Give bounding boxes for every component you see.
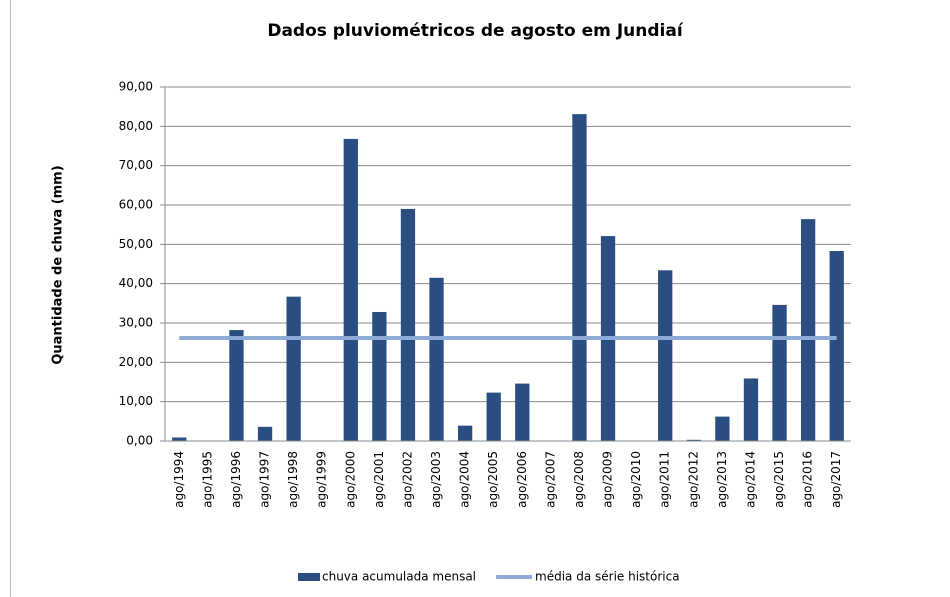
x-tick-label: ago/1995 [200,451,214,508]
bar [429,277,444,441]
bar [658,270,673,441]
bar [743,378,759,441]
bar [486,392,501,441]
y-tick-label: 10,00 [119,394,153,408]
x-tick-label: ago/2008 [572,451,586,508]
bar [372,311,387,441]
x-tick-label: ago/2012 [686,451,700,508]
legend-label: chuva acumulada mensal [322,570,476,584]
x-tick-label: ago/2013 [715,451,729,508]
y-tick-label: 50,00 [119,237,153,251]
x-tick-label: ago/2014 [743,451,757,508]
x-tick-label: ago/1999 [315,451,329,508]
bar [457,425,473,441]
y-tick-label: 20,00 [119,355,153,369]
x-tick-label: ago/2017 [829,451,843,508]
legend-label: média da série histórica [535,570,680,584]
x-tick-label: ago/2015 [772,451,786,508]
x-tick-label: ago/1998 [286,451,300,508]
x-tick-label: ago/2004 [458,451,472,508]
bar [829,251,844,441]
x-tick-label: ago/2005 [486,451,500,508]
bar [515,383,530,441]
bar [286,296,301,441]
bar [343,138,358,442]
y-tick-label: 40,00 [119,276,153,290]
chart-border [10,0,11,597]
x-tick-label: ago/2006 [515,451,529,508]
x-tick-label: ago/2003 [429,451,443,508]
x-tick-label: ago/2016 [801,451,815,508]
x-tick-label: ago/1996 [229,451,243,508]
legend-swatch [298,573,320,581]
bar [800,219,816,441]
y-tick-label: 30,00 [119,316,153,330]
x-tick-label: ago/2002 [400,451,414,508]
bar [229,330,244,441]
y-tick-label: 80,00 [119,119,153,133]
x-tick-label: ago/2001 [372,451,386,508]
bar [572,114,587,441]
x-tick-label: ago/1997 [258,451,272,508]
x-tick-label: ago/2000 [343,451,357,508]
x-tick-label: ago/2011 [658,451,672,508]
bar [257,426,273,441]
y-tick-label: 60,00 [119,198,153,212]
y-axis-label: Quantidade de chuva (mm) [51,165,66,364]
y-tick-label: 0,00 [126,434,153,448]
x-tick-label: ago/1994 [172,451,186,508]
chart-title: Dados pluviométricos de agosto em Jundia… [267,21,683,41]
bar [715,416,730,441]
x-tick-label: ago/2010 [629,451,643,508]
y-tick-label: 90,00 [119,80,153,94]
y-tick-label: 70,00 [119,158,153,172]
bar [400,208,416,441]
bar [772,304,787,441]
bar [686,439,701,441]
x-tick-label: ago/2009 [601,451,615,508]
bar [172,437,187,441]
x-tick-label: ago/2007 [543,451,557,508]
